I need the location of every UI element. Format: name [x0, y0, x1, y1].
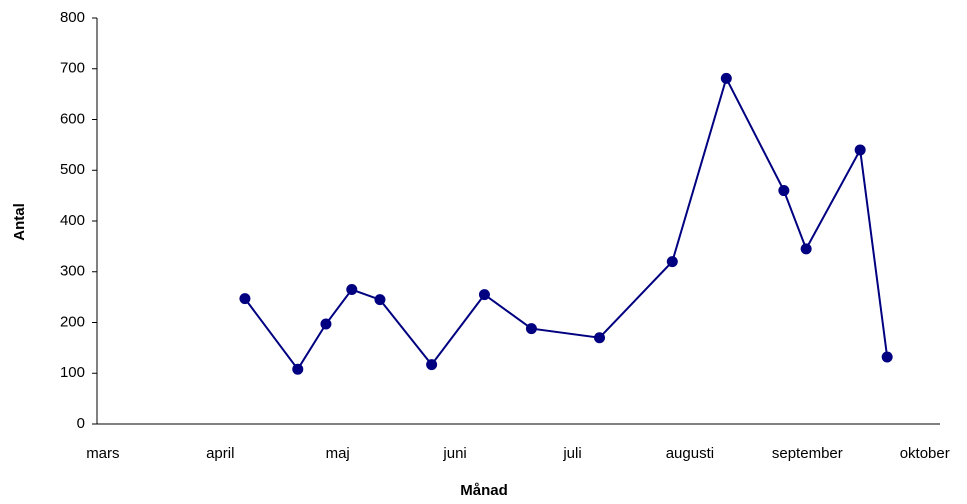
x-tick-label: september: [772, 445, 843, 462]
y-tick-label: 100: [60, 364, 85, 381]
point: [778, 185, 790, 197]
y-tick-label: 200: [60, 313, 85, 330]
y-tick-label: 300: [60, 263, 85, 280]
x-tick-label: augusti: [666, 445, 714, 462]
point: [478, 289, 490, 301]
x-tick-label: juni: [442, 445, 466, 462]
point: [854, 144, 866, 156]
y-tick-label: 800: [60, 9, 85, 26]
point: [374, 294, 386, 306]
y-tick-label: 400: [60, 212, 85, 229]
y-tick-label: 600: [60, 110, 85, 127]
x-tick-label: april: [206, 445, 234, 462]
point: [292, 363, 304, 375]
point: [666, 256, 678, 268]
point: [800, 243, 812, 255]
y-tick-label: 700: [60, 60, 85, 77]
point: [239, 293, 251, 305]
x-axis-label: Månad: [460, 482, 508, 499]
point: [525, 323, 537, 335]
point: [426, 359, 438, 371]
y-tick-label: 500: [60, 161, 85, 178]
line: [244, 75, 889, 371]
point: [881, 351, 893, 363]
y-tick-label: 0: [77, 415, 85, 432]
x-tick-label: maj: [326, 445, 350, 462]
x-tick-label: mars: [86, 445, 119, 462]
point: [320, 318, 332, 330]
x-tick-label: oktober: [900, 445, 950, 462]
x-tick-label: juli: [562, 445, 581, 462]
point: [346, 284, 358, 296]
point: [720, 72, 732, 84]
point: [594, 332, 606, 344]
y-axis-label: Antal: [11, 203, 28, 241]
